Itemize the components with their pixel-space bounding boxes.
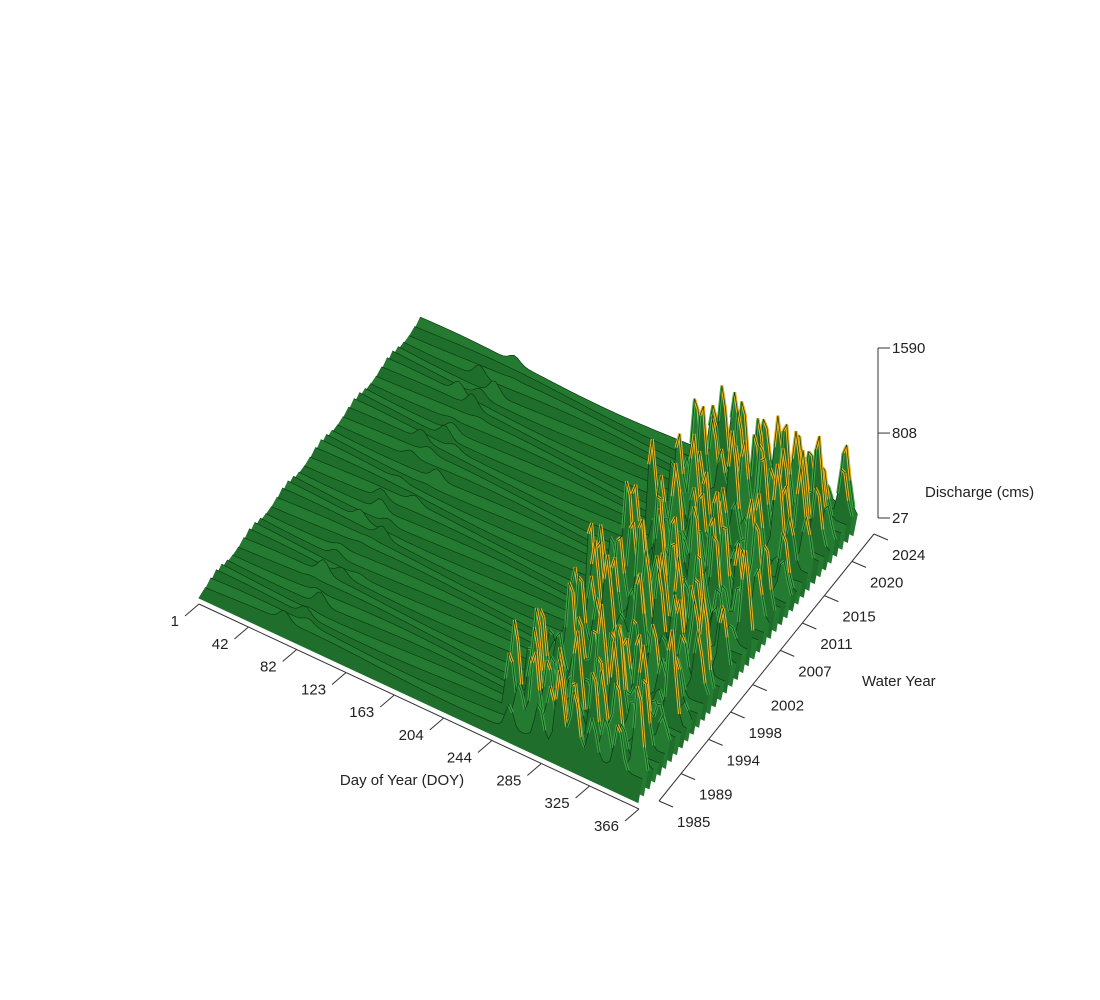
y-tick <box>780 649 795 657</box>
x-tick-label: 42 <box>212 636 229 653</box>
x-tick <box>282 649 297 662</box>
surface-ridge <box>370 383 809 574</box>
y-axis-line <box>658 533 875 802</box>
y-tick-label: 2024 <box>892 547 925 564</box>
y-tick-label: 1989 <box>699 787 732 804</box>
y-tick <box>658 800 674 808</box>
surface-ridge <box>282 487 720 688</box>
x-tick-label: 204 <box>399 727 424 744</box>
x-tick <box>429 717 445 731</box>
surface-ridge <box>392 350 831 552</box>
x-tick <box>234 626 249 640</box>
x-tick-label: 163 <box>349 704 374 721</box>
y-tick <box>824 595 839 603</box>
surface-ridge <box>243 537 682 734</box>
surface-ridge <box>364 388 803 584</box>
surface-ridge <box>309 456 748 650</box>
axes: 1 42 82 123 163 204 244 285 325 366 1985 1989 1994 19… <box>171 340 926 835</box>
x-tick-label: 285 <box>496 773 521 790</box>
y-tick-label: 2020 <box>870 574 903 591</box>
y-tick-label: 1985 <box>677 814 710 831</box>
y-tick-label: 2002 <box>771 698 804 715</box>
x-tick <box>477 740 493 753</box>
y-tick <box>752 684 767 692</box>
y-tick <box>802 622 817 630</box>
y-tick <box>680 773 696 781</box>
x-tick <box>379 694 395 708</box>
surface-strip <box>198 587 643 804</box>
y-tick-label: 2011 <box>820 636 852 653</box>
surface-ridge <box>293 475 732 666</box>
x-tick-label: 1 <box>171 613 179 630</box>
surface-ridge <box>375 375 814 559</box>
surface <box>198 316 858 804</box>
y-tick <box>708 738 723 746</box>
x-tick <box>184 603 200 617</box>
x-tick-label: 123 <box>301 682 326 699</box>
surface-ridge <box>408 335 847 526</box>
y-tick-label: 2007 <box>798 663 831 680</box>
y-tick <box>730 711 745 719</box>
x-tick <box>331 672 347 685</box>
x-tick-label: 366 <box>594 818 619 835</box>
y-tick-label: 1994 <box>727 752 760 769</box>
y-tick <box>851 560 867 568</box>
x-axis-title: Day of Year (DOY) <box>340 772 464 789</box>
x-tick-label: 82 <box>260 658 277 675</box>
z-tick-label: 27 <box>892 510 909 527</box>
x-tick-label: 244 <box>447 749 472 766</box>
x-tick <box>624 808 640 822</box>
z-axis-title: Discharge (cms) <box>925 484 1034 501</box>
x-tick <box>527 763 542 776</box>
surface-ridge <box>271 506 710 695</box>
x-tick-label: 325 <box>545 795 570 812</box>
z-tick-label: 808 <box>892 425 917 442</box>
y-tick-label: 2015 <box>842 609 875 626</box>
surface-ridge <box>348 406 787 604</box>
x-axis-line <box>198 603 640 810</box>
surface-ridge <box>304 465 742 656</box>
x-tick <box>575 785 590 799</box>
y-tick <box>873 533 889 541</box>
y-axis-title: Water Year <box>862 673 936 690</box>
surface-ridge <box>204 587 643 780</box>
surface-ridge <box>331 429 770 623</box>
z-tick-label: 1590 <box>892 340 925 357</box>
y-tick-label: 1998 <box>749 725 782 742</box>
surface-ridge <box>232 554 671 741</box>
